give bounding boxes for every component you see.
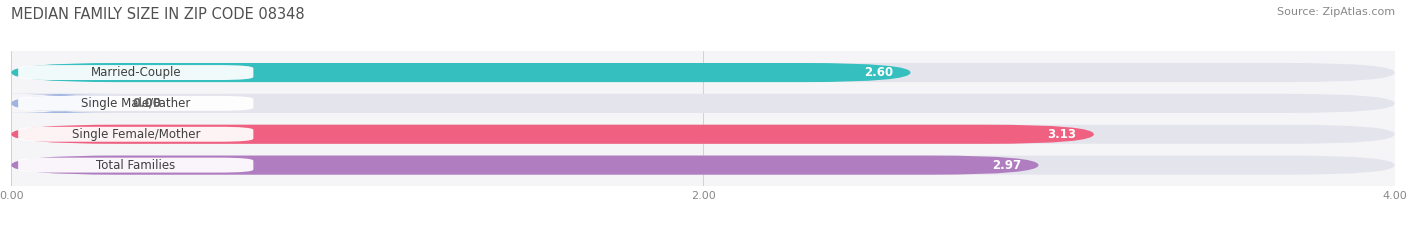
FancyBboxPatch shape — [11, 94, 1395, 113]
FancyBboxPatch shape — [18, 96, 253, 111]
FancyBboxPatch shape — [11, 125, 1094, 144]
Text: 2.60: 2.60 — [865, 66, 893, 79]
Text: Married-Couple: Married-Couple — [90, 66, 181, 79]
Text: Single Male/Father: Single Male/Father — [82, 97, 190, 110]
FancyBboxPatch shape — [18, 65, 253, 80]
Text: 0.00: 0.00 — [132, 97, 162, 110]
FancyBboxPatch shape — [18, 127, 253, 142]
FancyBboxPatch shape — [11, 125, 1395, 144]
FancyBboxPatch shape — [11, 156, 1395, 175]
FancyBboxPatch shape — [11, 156, 1039, 175]
Text: 2.97: 2.97 — [993, 159, 1021, 172]
FancyBboxPatch shape — [18, 158, 253, 173]
FancyBboxPatch shape — [11, 63, 911, 82]
Text: 3.13: 3.13 — [1047, 128, 1077, 141]
Text: Source: ZipAtlas.com: Source: ZipAtlas.com — [1277, 7, 1395, 17]
FancyBboxPatch shape — [11, 63, 1395, 82]
Text: Total Families: Total Families — [96, 159, 176, 172]
Text: Single Female/Mother: Single Female/Mother — [72, 128, 200, 141]
FancyBboxPatch shape — [1, 94, 118, 113]
Text: MEDIAN FAMILY SIZE IN ZIP CODE 08348: MEDIAN FAMILY SIZE IN ZIP CODE 08348 — [11, 7, 305, 22]
